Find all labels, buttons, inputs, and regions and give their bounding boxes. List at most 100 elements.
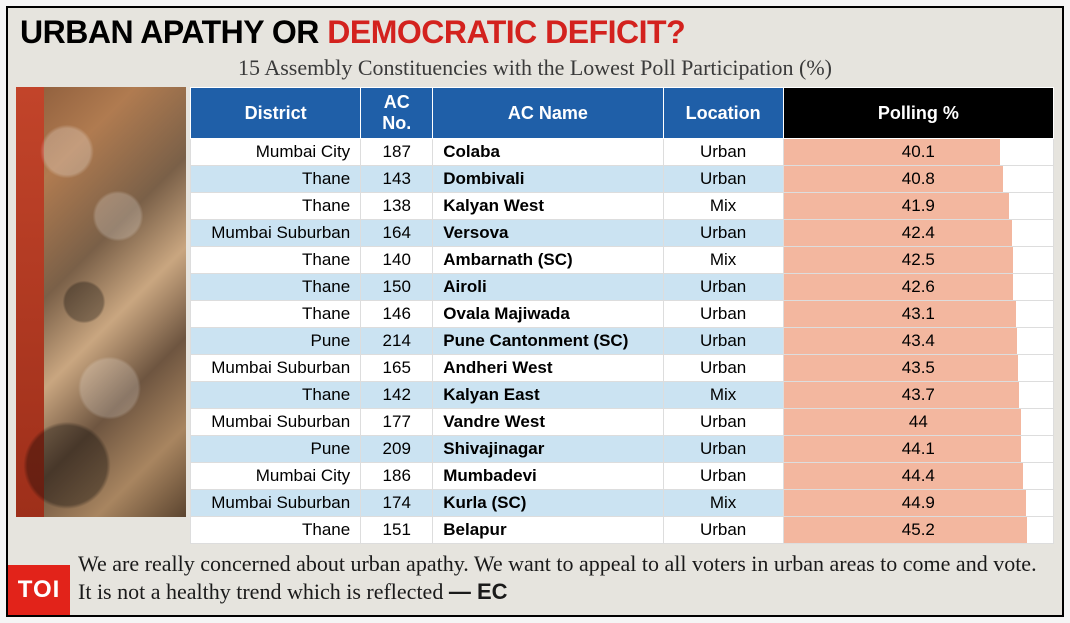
toi-badge: TOI [8,565,70,615]
cell-location: Urban [663,409,783,436]
cell-location: Urban [663,301,783,328]
table-row: Mumbai City186MumbadeviUrban44.4 [191,463,1054,490]
cell-district: Thane [191,517,361,544]
cell-district: Thane [191,247,361,274]
polling-value: 44 [784,409,1053,435]
cell-polling: 42.4 [783,220,1053,247]
cell-acname: Shivajinagar [433,436,663,463]
polling-value: 45.2 [784,517,1053,543]
cell-acno: 165 [361,355,433,382]
cell-district: Mumbai Suburban [191,409,361,436]
cell-polling: 43.1 [783,301,1053,328]
cell-location: Urban [663,328,783,355]
cell-acno: 214 [361,328,433,355]
cell-acno: 164 [361,220,433,247]
cell-location: Mix [663,193,783,220]
cell-acname: Andheri West [433,355,663,382]
cell-location: Urban [663,139,783,166]
cell-acname: Airoli [433,274,663,301]
headline-black: URBAN APATHY OR [20,14,327,50]
subheadline: 15 Assembly Constituencies with the Lowe… [8,53,1062,87]
cell-acno: 174 [361,490,433,517]
polling-value: 43.4 [784,328,1053,354]
cell-district: Thane [191,166,361,193]
cell-district: Mumbai Suburban [191,355,361,382]
cell-polling: 43.4 [783,328,1053,355]
poll-table: District AC No. AC Name Location Polling… [190,87,1054,544]
cell-polling: 44.9 [783,490,1053,517]
polling-value: 43.7 [784,382,1053,408]
table-row: Mumbai Suburban174Kurla (SC)Mix44.9 [191,490,1054,517]
cell-polling: 44.1 [783,436,1053,463]
cell-district: Thane [191,382,361,409]
table-header-row: District AC No. AC Name Location Polling… [191,88,1054,139]
table-row: Thane146Ovala MajiwadaUrban43.1 [191,301,1054,328]
cell-acname: Vandre West [433,409,663,436]
cell-polling: 40.8 [783,166,1053,193]
cell-acno: 209 [361,436,433,463]
cell-acno: 187 [361,139,433,166]
cell-polling: 40.1 [783,139,1053,166]
cell-polling: 43.7 [783,382,1053,409]
polling-value: 43.1 [784,301,1053,327]
cell-location: Urban [663,220,783,247]
th-district: District [191,88,361,139]
cell-district: Mumbai City [191,139,361,166]
polling-value: 40.8 [784,166,1053,192]
cell-acname: Belapur [433,517,663,544]
table-row: Thane142Kalyan EastMix43.7 [191,382,1054,409]
cell-acname: Dombivali [433,166,663,193]
cell-polling: 44 [783,409,1053,436]
content-row: District AC No. AC Name Location Polling… [8,87,1062,544]
table-row: Thane150AiroliUrban42.6 [191,274,1054,301]
headline-red: DEMOCRATIC DEFICIT? [327,14,685,50]
cell-polling: 43.5 [783,355,1053,382]
table-row: Mumbai Suburban177Vandre WestUrban44 [191,409,1054,436]
cell-acname: Kurla (SC) [433,490,663,517]
polling-value: 42.5 [784,247,1053,273]
headline: URBAN APATHY OR DEMOCRATIC DEFICIT? [8,8,1062,53]
cell-acname: Mumbadevi [433,463,663,490]
voter-queue-photo [16,87,186,517]
cell-acno: 140 [361,247,433,274]
polling-value: 42.4 [784,220,1053,246]
table-row: Thane138Kalyan WestMix41.9 [191,193,1054,220]
cell-district: Mumbai Suburban [191,490,361,517]
cell-location: Urban [663,463,783,490]
th-acno: AC No. [361,88,433,139]
cell-polling: 45.2 [783,517,1053,544]
cell-acno: 138 [361,193,433,220]
cell-polling: 41.9 [783,193,1053,220]
infographic-container: URBAN APATHY OR DEMOCRATIC DEFICIT? 15 A… [6,6,1064,617]
polling-value: 40.1 [784,139,1053,165]
cell-acname: Colaba [433,139,663,166]
photo-column [16,87,186,544]
table-row: Pune209ShivajinagarUrban44.1 [191,436,1054,463]
cell-acno: 142 [361,382,433,409]
cell-district: Thane [191,274,361,301]
cell-location: Urban [663,517,783,544]
cell-polling: 44.4 [783,463,1053,490]
cell-location: Urban [663,436,783,463]
cell-acname: Ovala Majiwada [433,301,663,328]
table-row: Thane140Ambarnath (SC)Mix42.5 [191,247,1054,274]
polling-value: 44.9 [784,490,1053,516]
table-row: Mumbai City187ColabaUrban40.1 [191,139,1054,166]
cell-district: Pune [191,436,361,463]
cell-location: Urban [663,274,783,301]
cell-acname: Ambarnath (SC) [433,247,663,274]
cell-acname: Kalyan West [433,193,663,220]
table-row: Thane151BelapurUrban45.2 [191,517,1054,544]
polling-value: 44.4 [784,463,1053,489]
polling-value: 44.1 [784,436,1053,462]
cell-acname: Versova [433,220,663,247]
table-column: District AC No. AC Name Location Polling… [186,87,1054,544]
table-row: Pune214Pune Cantonment (SC)Urban43.4 [191,328,1054,355]
cell-polling: 42.5 [783,247,1053,274]
table-row: Thane143DombivaliUrban40.8 [191,166,1054,193]
th-acname: AC Name [433,88,663,139]
cell-location: Mix [663,490,783,517]
cell-location: Mix [663,247,783,274]
table-row: Mumbai Suburban164VersovaUrban42.4 [191,220,1054,247]
cell-district: Mumbai Suburban [191,220,361,247]
